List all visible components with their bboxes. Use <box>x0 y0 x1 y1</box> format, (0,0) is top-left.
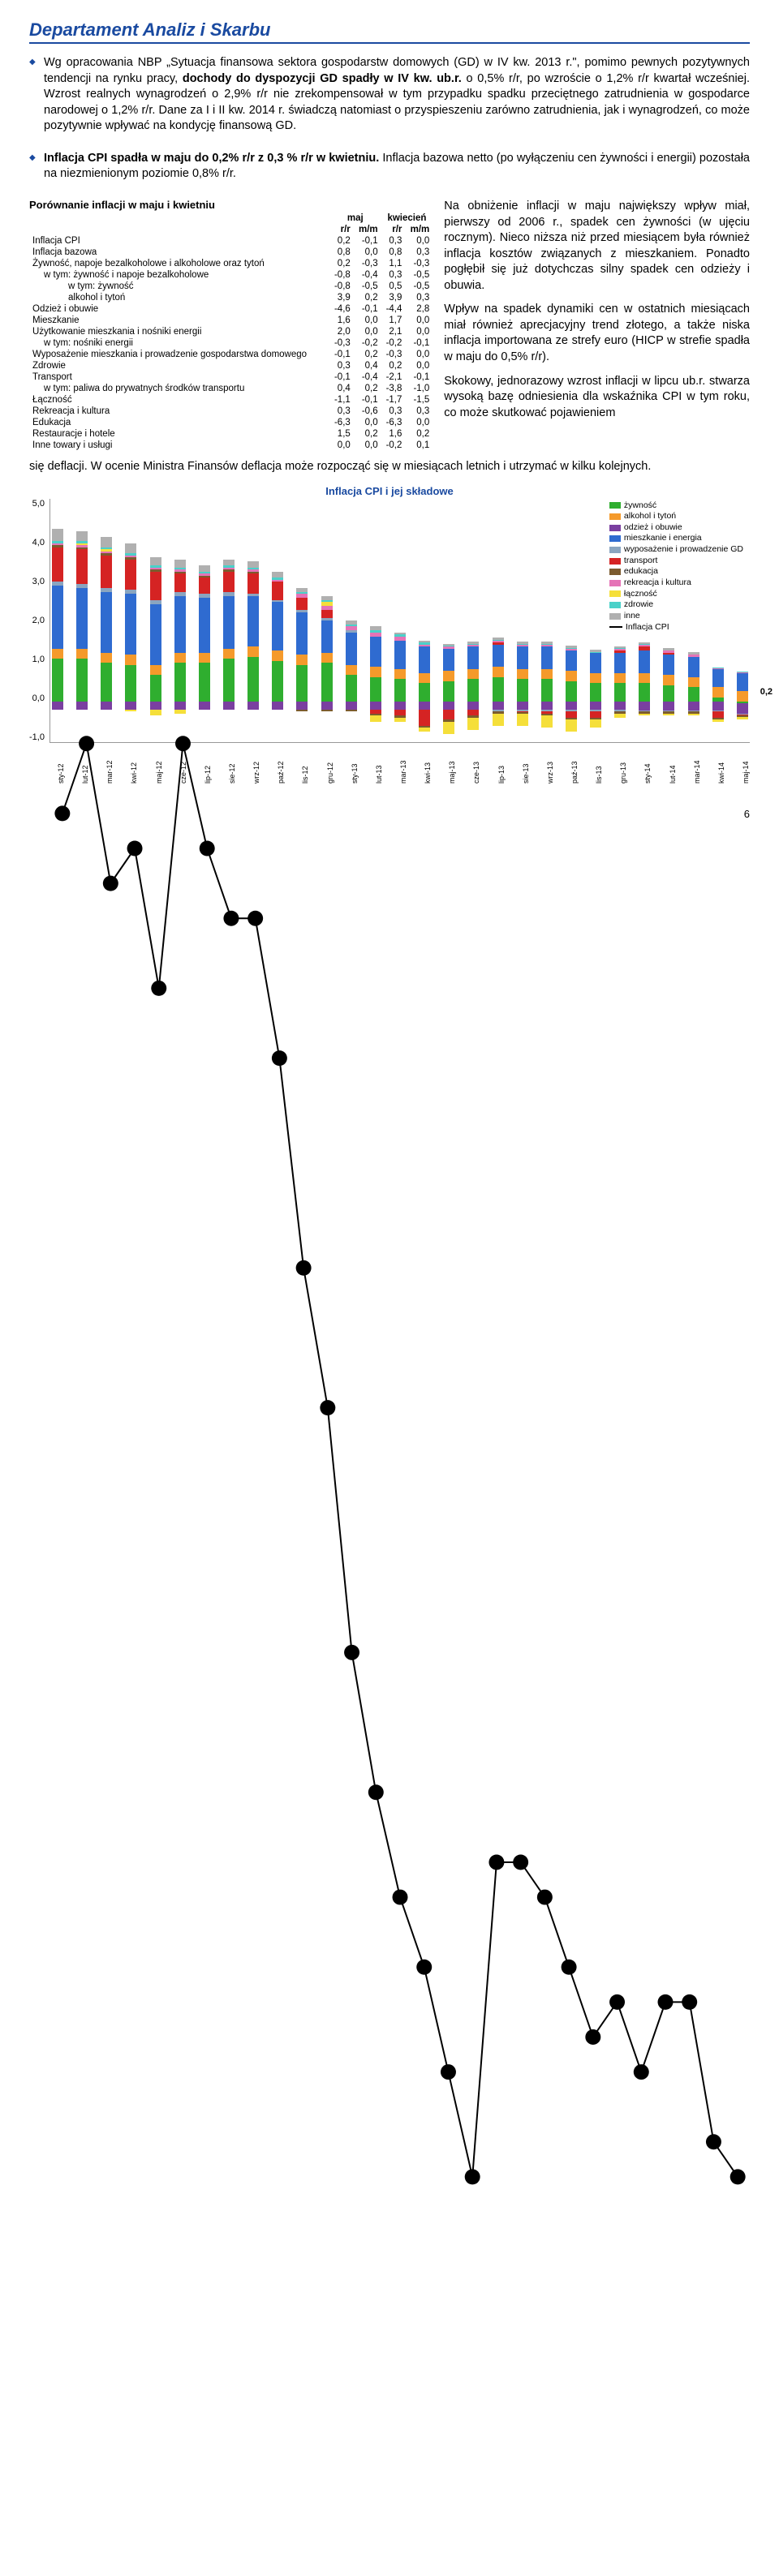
table-row: Edukacja-6,30,0-6,30,0 <box>29 417 433 428</box>
col-group-kwiecien: kwiecień <box>381 213 433 224</box>
table-row: Inne towary i usługi0,00,0-0,20,1 <box>29 440 433 451</box>
side-text-column: Na obniżenie inflacji w maju największy … <box>444 199 750 451</box>
table-row: w tym: nośniki energii-0,3-0,2-0,2-0,1 <box>29 337 433 349</box>
legend-item: łączność <box>609 589 743 600</box>
bullet-1: ◆ Wg opracowania NBP „Sytuacja finansowa… <box>29 55 750 143</box>
side-paragraph-3: Skokowy, jednorazowy wzrost inflacji w l… <box>444 374 750 422</box>
table-row: Restauracje i hotele1,50,21,60,2 <box>29 428 433 440</box>
table-row: Transport-0,1-0,4-2,1-0,1 <box>29 371 433 383</box>
table-row: w tym: paliwa do prywatnych środków tran… <box>29 383 433 394</box>
bullet-marker: ◆ <box>29 151 44 191</box>
bullet-2: ◆ Inflacja CPI spadła w maju do 0,2% r/r… <box>29 151 750 191</box>
table-column: Porównanie inflacji w maju i kwietniu ma… <box>29 199 433 451</box>
body-text: ◆ Wg opracowania NBP „Sytuacja finansowa… <box>29 55 750 191</box>
chart-legend: żywnośćalkohol i tytońodzież i obuwiemie… <box>606 499 747 635</box>
cpi-chart: Inflacja CPI i jej składowe 5,04,03,02,0… <box>29 485 750 784</box>
legend-item: inne <box>609 611 743 622</box>
table-row: Żywność, napoje bezalkoholowe i alkoholo… <box>29 258 433 269</box>
chart-end-label: 0,2 <box>759 687 774 697</box>
legend-item: transport <box>609 556 743 567</box>
table-row: w tym: żywność i napoje bezalkoholowe-0,… <box>29 269 433 281</box>
chart-title: Inflacja CPI i jej składowe <box>29 485 750 497</box>
table-row: Inflacja bazowa0,80,00,80,3 <box>29 247 433 258</box>
y-axis-labels: 5,04,03,02,01,00,0-1,0 <box>29 499 49 742</box>
table-row: Mieszkanie1,60,01,70,0 <box>29 315 433 326</box>
legend-item: wyposażenie i prowadzenie GD <box>609 544 743 556</box>
subheader-row: r/r m/m r/r m/m <box>29 224 433 235</box>
paragraph-1: Wg opracowania NBP „Sytuacja finansowa s… <box>44 55 750 135</box>
department-header: Departament Analiz i Skarbu <box>29 19 750 44</box>
table-title: Porównanie inflacji w maju i kwietniu <box>29 199 433 211</box>
table-row: Inflacja CPI0,2-0,10,30,0 <box>29 235 433 247</box>
para2-bold: Inflacja CPI spadła w maju do 0,2% r/r z… <box>44 152 379 165</box>
paragraph-2: Inflacja CPI spadła w maju do 0,2% r/r z… <box>44 151 750 182</box>
legend-item: alkohol i tytoń <box>609 511 743 522</box>
table-row: Wyposażenie mieszkania i prowadzenie gos… <box>29 349 433 360</box>
legend-item: zdrowie <box>609 599 743 611</box>
table-row: Łączność-1,1-0,1-1,7-1,5 <box>29 394 433 406</box>
col-group-maj: maj <box>329 213 381 224</box>
table-row: Zdrowie0,30,40,20,0 <box>29 360 433 371</box>
legend-item: Inflacja CPI <box>609 622 743 633</box>
table-row: w tym: żywność-0,8-0,50,5-0,5 <box>29 281 433 292</box>
inflation-comparison-table: maj kwiecień r/r m/m r/r m/m Inflacja CP… <box>29 213 433 451</box>
side-paragraph-2: Wpływ na spadek dynamiki cen w ostatnich… <box>444 302 750 365</box>
legend-item: edukacja <box>609 566 743 577</box>
legend-item: mieszkanie i energia <box>609 533 743 544</box>
table-row: Rekreacja i kultura0,3-0,60,30,3 <box>29 406 433 417</box>
legend-item: rekreacja i kultura <box>609 577 743 589</box>
closing-paragraph: się deflacji. W ocenie Ministra Finansów… <box>29 459 750 475</box>
legend-item: odzież i obuwie <box>609 522 743 534</box>
bullet-marker: ◆ <box>29 55 44 143</box>
cpi-line <box>50 499 750 2576</box>
table-row: Użytkowanie mieszkania i nośniki energii… <box>29 326 433 337</box>
table-row: Odzież i obuwie-4,6-0,1-4,42,8 <box>29 303 433 315</box>
table-row: alkohol i tytoń3,90,23,90,3 <box>29 292 433 303</box>
side-paragraph-1: Na obniżenie inflacji w maju największy … <box>444 199 750 294</box>
legend-item: żywność <box>609 500 743 512</box>
chart-plot-area: żywnośćalkohol i tytońodzież i obuwiemie… <box>49 499 750 743</box>
